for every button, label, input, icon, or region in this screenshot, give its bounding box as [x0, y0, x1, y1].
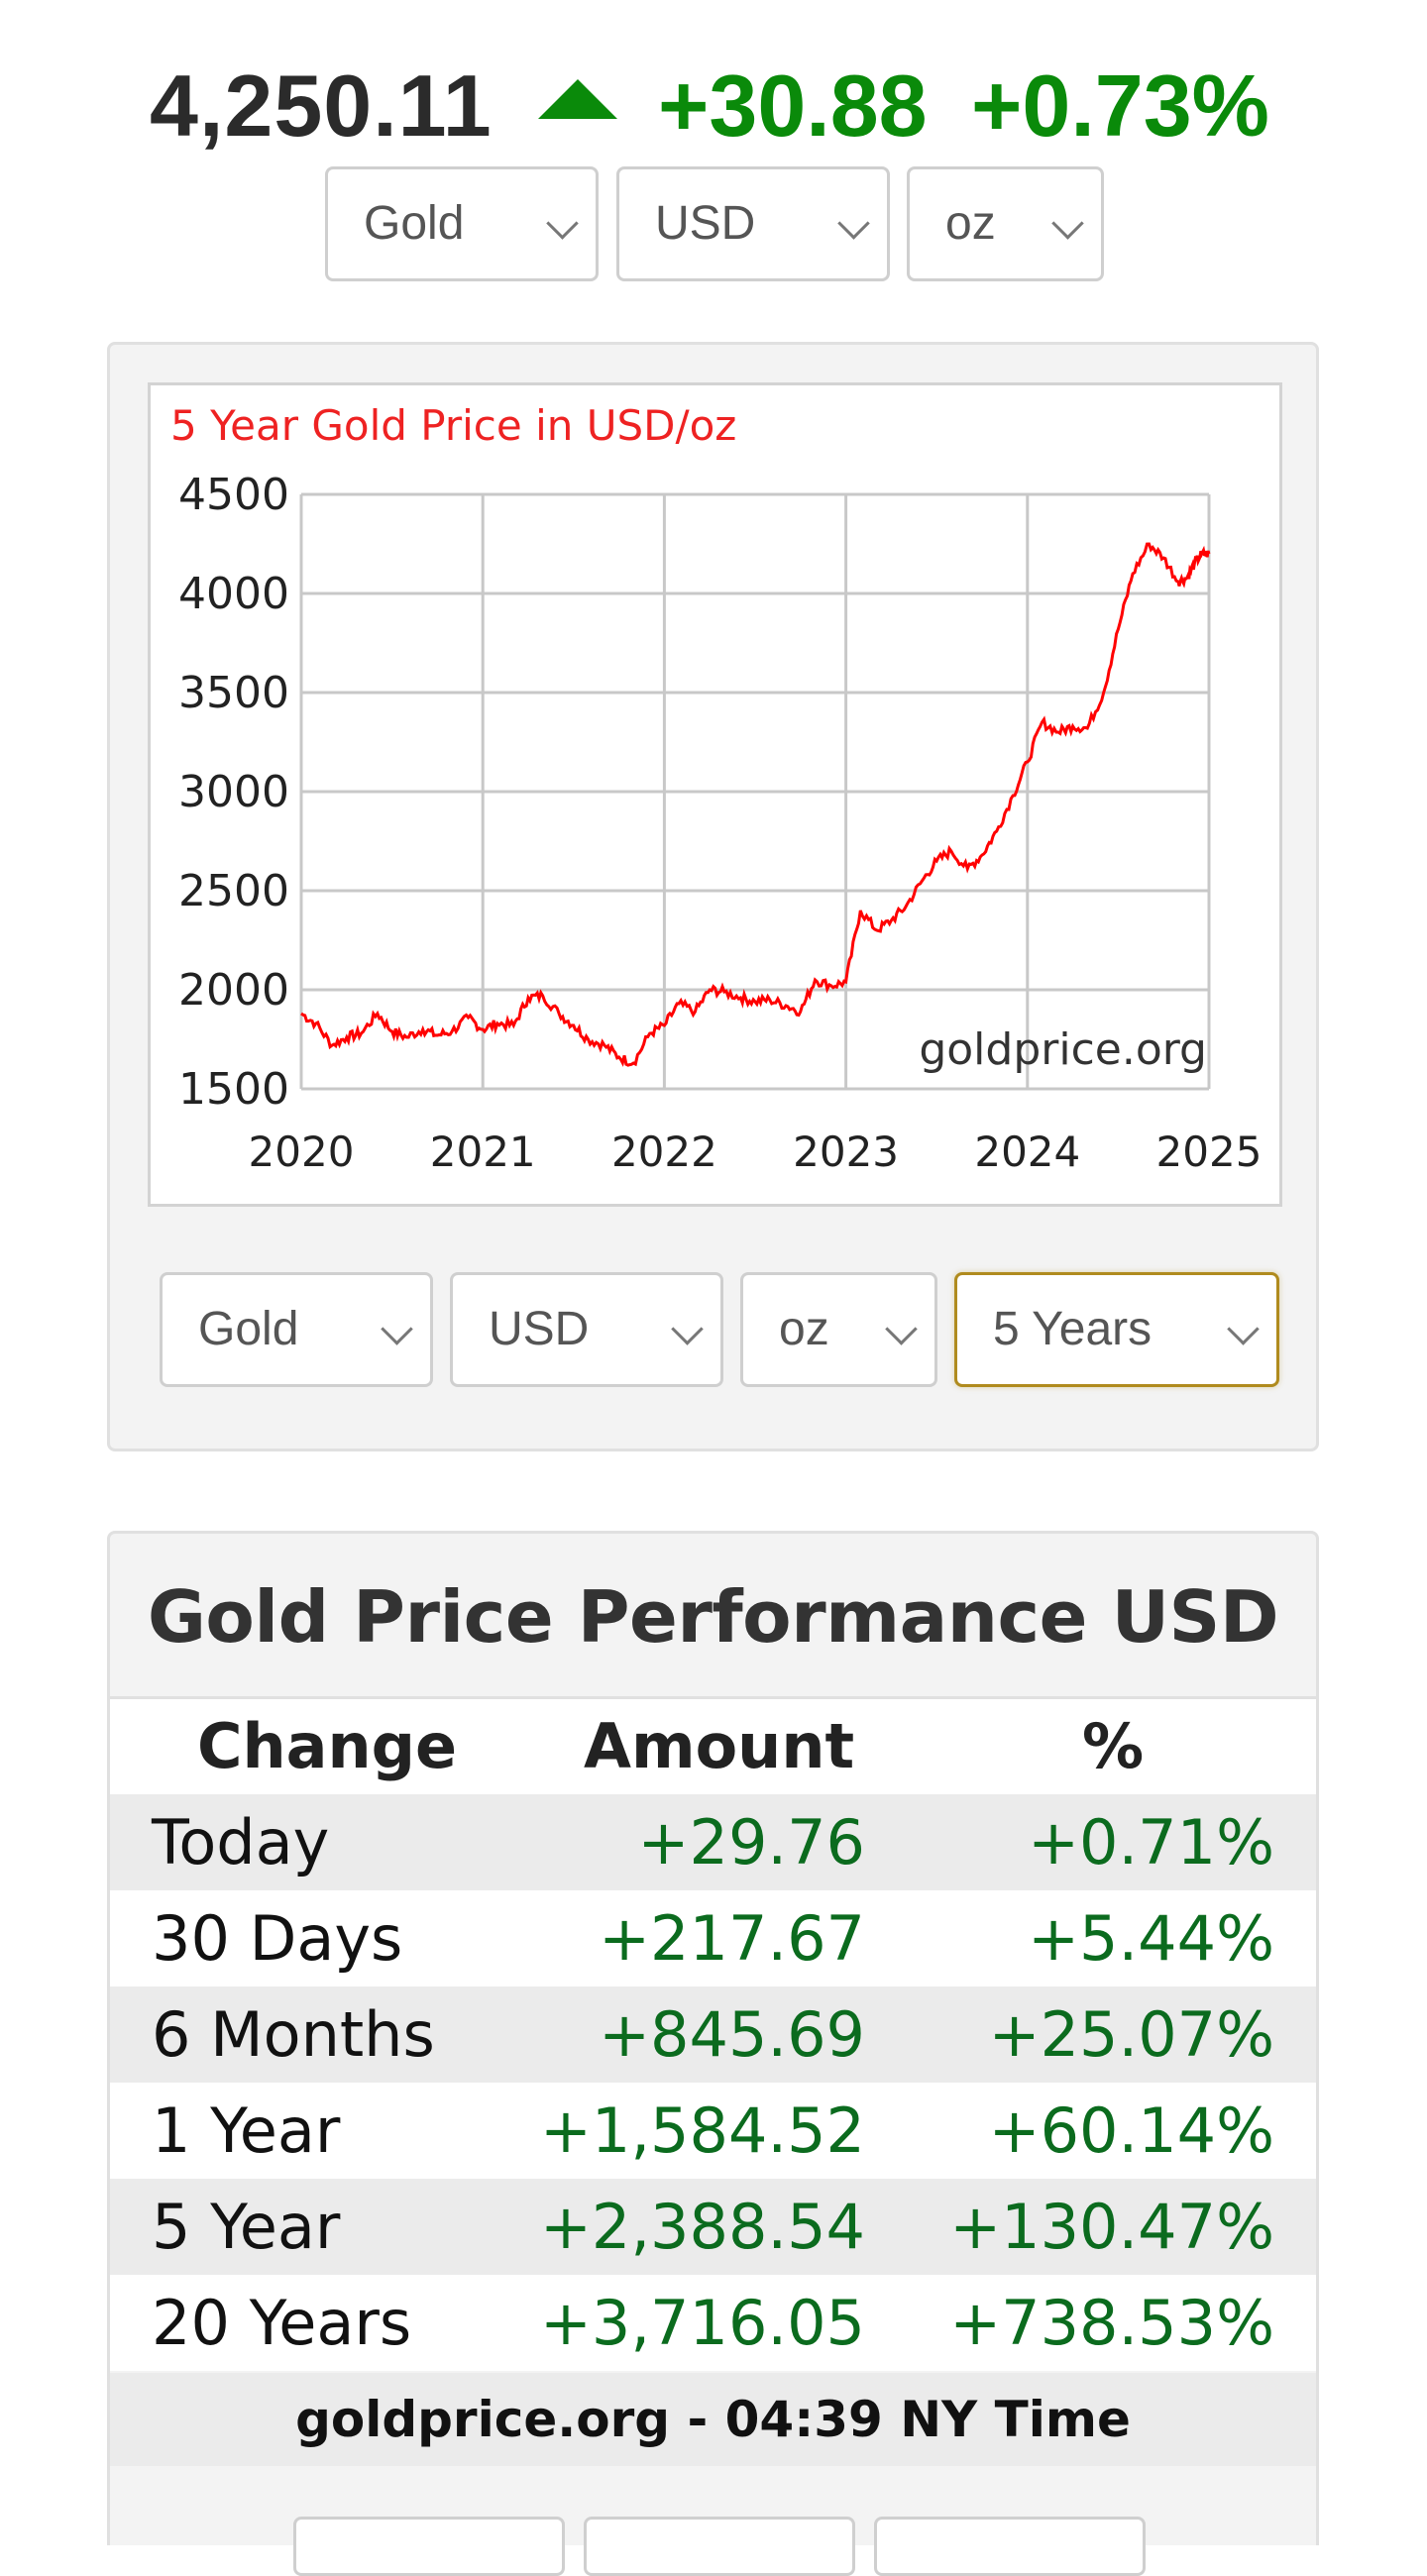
performance-footer: goldprice.org - 04:39 NY Time [110, 2373, 1316, 2466]
chevron-down-icon [885, 1313, 918, 1345]
chart-grid [299, 492, 1211, 1091]
metal-select-value: Gold [364, 197, 465, 250]
chart-metal-select[interactable]: Gold [160, 1272, 433, 1387]
row-percent: +130.47% [949, 2191, 1274, 2263]
row-amount: +29.76 [637, 1806, 865, 1878]
x-tick-label: 2020 [249, 1127, 355, 1176]
y-tick-label: 3000 [178, 767, 289, 817]
row-label: 30 Days [152, 1902, 403, 1975]
chart-watermark: goldprice.org [919, 1024, 1207, 1075]
current-price: 4,250.11 [150, 56, 493, 155]
chevron-down-icon [837, 207, 870, 240]
gold-price-chart: 5 Year Gold Price in USD/oz 4500 4000 3500… [170, 401, 1262, 1176]
triangle-up-icon [538, 79, 617, 119]
row-label: 5 Year [152, 2191, 341, 2263]
table-row: 6 Months +845.69 +25.07% [110, 1986, 1316, 2083]
table-row: 1 Year +1,584.52 +60.14% [110, 2083, 1316, 2179]
chevron-down-icon [381, 1313, 413, 1345]
row-percent: +5.44% [1028, 1902, 1274, 1975]
chevron-down-icon [671, 1313, 704, 1345]
bottom-select-2[interactable] [584, 2517, 855, 2576]
chart-period-select-value: 5 Years [993, 1303, 1153, 1355]
table-row: Today +29.76 +0.71% [110, 1794, 1316, 1890]
bottom-select-1[interactable] [293, 2517, 565, 2576]
y-tick-label: 2500 [178, 866, 289, 916]
table-row: 30 Days +217.67 +5.44% [110, 1890, 1316, 1986]
row-label: 1 Year [152, 2094, 341, 2167]
metal-select[interactable]: Gold [325, 166, 599, 281]
chart-unit-select-value: oz [779, 1303, 829, 1355]
row-amount: +2,388.54 [539, 2191, 865, 2263]
currency-select-value: USD [655, 197, 756, 250]
currency-select[interactable]: USD [616, 166, 890, 281]
y-axis-ticks: 4500 4000 3500 3000 2500 2000 1500 [178, 470, 289, 1115]
row-percent: +25.07% [988, 1998, 1274, 2071]
chevron-down-icon [1051, 207, 1084, 240]
divider [110, 1696, 1316, 1699]
table-row: 5 Year +2,388.54 +130.47% [110, 2179, 1316, 2275]
x-tick-label: 2024 [974, 1127, 1080, 1176]
row-label: Today [152, 1806, 330, 1878]
price-change-percent: +0.73% [971, 56, 1269, 155]
price-change: +30.88 [658, 56, 928, 155]
table-header: Change Amount % [110, 1699, 1316, 1794]
header-percent: % [1082, 1710, 1145, 1782]
chart-currency-select[interactable]: USD [450, 1272, 723, 1387]
performance-title: Gold Price Performance USD [147, 1575, 1279, 1659]
header-amount: Amount [584, 1710, 855, 1782]
row-label: 20 Years [152, 2287, 412, 2359]
row-label: 6 Months [152, 1998, 435, 2071]
chevron-down-icon [1227, 1313, 1260, 1345]
row-percent: +0.71% [1028, 1806, 1274, 1878]
chevron-down-icon [546, 207, 579, 240]
row-amount: +217.67 [599, 1902, 865, 1975]
y-tick-label: 1500 [178, 1064, 289, 1115]
y-tick-label: 4000 [178, 569, 289, 619]
row-percent: +738.53% [949, 2287, 1274, 2359]
chart-title: 5 Year Gold Price in USD/oz [170, 401, 736, 450]
x-tick-label: 2022 [611, 1127, 717, 1176]
header-change: Change [197, 1710, 458, 1782]
y-tick-label: 3500 [178, 668, 289, 718]
x-tick-label: 2025 [1156, 1127, 1262, 1176]
performance-table: Change Amount % Today +29.76 +0.71% 30 D… [110, 1699, 1316, 2371]
chart-period-select[interactable]: 5 Years [954, 1272, 1279, 1387]
chart-currency-select-value: USD [489, 1303, 590, 1355]
x-axis-ticks: 2020 2021 2022 2023 2024 2025 [249, 1127, 1262, 1176]
gold-price-line [300, 542, 1211, 1067]
bottom-select-3[interactable] [874, 2517, 1146, 2576]
y-tick-label: 2000 [178, 965, 289, 1016]
row-amount: +845.69 [599, 1998, 865, 2071]
x-tick-label: 2023 [793, 1127, 899, 1176]
table-row: 20 Years +3,716.05 +738.53% [110, 2275, 1316, 2371]
chart-metal-select-value: Gold [198, 1303, 299, 1355]
row-percent: +60.14% [988, 2094, 1274, 2167]
y-tick-label: 4500 [178, 470, 289, 520]
chart-unit-select[interactable]: oz [740, 1272, 937, 1387]
row-amount: +3,716.05 [539, 2287, 865, 2359]
unit-select[interactable]: oz [907, 166, 1104, 281]
chart-frame [148, 382, 1282, 1207]
x-tick-label: 2021 [430, 1127, 536, 1176]
unit-select-value: oz [945, 197, 996, 250]
row-amount: +1,584.52 [539, 2094, 865, 2167]
